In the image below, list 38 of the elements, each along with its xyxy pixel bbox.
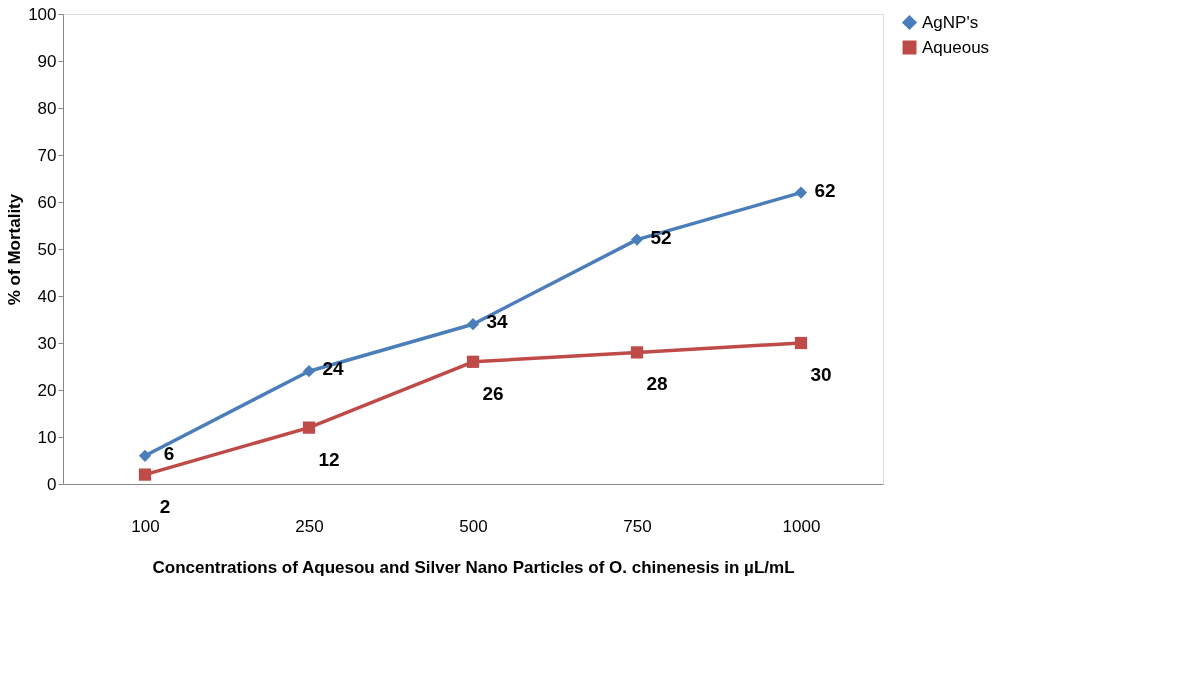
x-axis-title: Concentrations of Aquesou and Silver Nano Particles of O. chinenesis in µL/mL xyxy=(152,557,795,577)
x-tick-label: 250 xyxy=(295,516,324,536)
point xyxy=(794,186,808,199)
x-tick-label: 1000 xyxy=(782,516,821,536)
y-tick-label: 80 xyxy=(37,98,57,118)
data-label: 62 xyxy=(814,179,836,201)
x-tick-label: 500 xyxy=(459,516,488,536)
legend-label: Aqueous xyxy=(922,37,990,57)
y-tick-label: 0 xyxy=(47,474,57,494)
point xyxy=(302,365,316,378)
y-tick-label: 100 xyxy=(28,4,57,24)
point xyxy=(138,468,152,481)
y-tick-label: 10 xyxy=(37,427,57,447)
data-label: 6 xyxy=(163,442,175,464)
x-tick-label: 100 xyxy=(131,516,160,536)
y-tick-label: 20 xyxy=(37,380,57,400)
point xyxy=(138,449,152,462)
y-tick-label: 60 xyxy=(37,192,57,212)
data-label: 2 xyxy=(159,495,171,517)
y-tick-label: 30 xyxy=(37,333,57,353)
data-label: 28 xyxy=(646,373,668,395)
y-axis-title: % of Mortality xyxy=(5,193,25,306)
y-tick-label: 90 xyxy=(37,51,57,71)
point xyxy=(630,233,644,246)
legend-label: AgNP's xyxy=(922,12,979,32)
point xyxy=(466,355,480,368)
data-label: 34 xyxy=(486,311,508,333)
data-label: 30 xyxy=(810,364,832,385)
point xyxy=(794,336,808,350)
y-tick-label: 50 xyxy=(37,239,57,259)
data-label: 26 xyxy=(482,382,504,404)
x-tick-label: 750 xyxy=(623,516,652,536)
y-tick-label: 70 xyxy=(37,145,57,165)
point xyxy=(302,421,316,434)
data-label: 12 xyxy=(318,448,340,470)
y-tick-label: 40 xyxy=(37,286,57,306)
point xyxy=(466,318,480,331)
point xyxy=(630,346,644,359)
